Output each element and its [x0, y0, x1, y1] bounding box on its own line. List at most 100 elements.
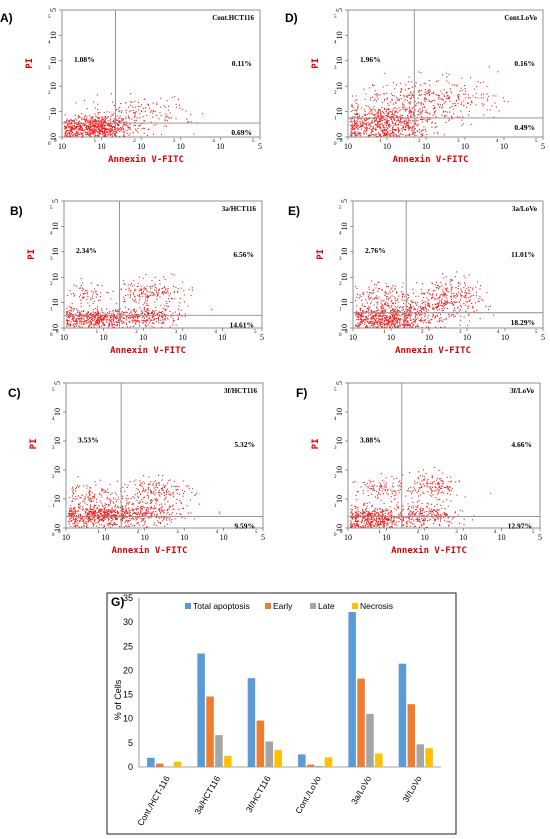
event-dot	[471, 100, 473, 102]
event-dot	[457, 96, 459, 98]
event-dot	[437, 303, 439, 305]
event-dot	[97, 127, 99, 129]
event-dot	[383, 126, 385, 128]
event-dot	[168, 514, 170, 516]
event-dot	[395, 320, 397, 322]
event-dot	[415, 316, 417, 318]
event-dot	[158, 317, 160, 319]
event-dot	[117, 513, 119, 515]
event-dot	[182, 508, 184, 510]
event-dot	[373, 134, 375, 136]
event-dot	[171, 519, 173, 521]
event-dot	[128, 127, 130, 129]
event-dot	[87, 513, 89, 515]
event-dot	[420, 288, 422, 290]
event-dot	[114, 517, 116, 519]
event-dot	[381, 119, 383, 121]
event-dot	[131, 285, 133, 287]
event-dot	[383, 92, 385, 94]
event-dot	[99, 509, 101, 511]
event-dot	[135, 316, 137, 318]
event-dot	[396, 108, 398, 110]
event-dot	[129, 315, 131, 317]
event-dot	[106, 512, 108, 514]
event-dot	[412, 325, 414, 327]
event-dot	[97, 135, 99, 137]
event-dot	[100, 512, 102, 514]
event-dot	[426, 98, 428, 100]
event-dot	[119, 506, 121, 508]
event-dot	[109, 521, 111, 523]
event-dot	[188, 289, 190, 291]
event-dot	[94, 125, 96, 127]
event-dot	[358, 116, 360, 118]
event-dot	[376, 317, 378, 319]
event-dot	[388, 324, 390, 326]
event-dot	[432, 293, 434, 295]
event-dot	[103, 318, 105, 320]
event-dot	[374, 318, 376, 320]
event-dot	[104, 127, 106, 129]
event-dot	[137, 319, 139, 321]
event-dot	[68, 127, 70, 129]
event-dot	[448, 97, 450, 99]
event-dot	[363, 88, 365, 90]
event-dot	[471, 102, 473, 104]
event-dot	[100, 320, 102, 322]
event-dot	[401, 286, 403, 288]
event-dot	[86, 526, 88, 528]
event-dot	[100, 121, 102, 123]
event-dot	[190, 512, 192, 514]
event-dot	[113, 523, 115, 525]
event-dot	[115, 303, 117, 305]
event-dot	[75, 515, 77, 517]
event-dot	[98, 326, 100, 328]
event-dot	[360, 307, 362, 309]
x-tick-label: 10	[137, 142, 145, 151]
event-dot	[182, 108, 184, 110]
event-dot	[135, 289, 137, 291]
event-dot	[123, 283, 125, 285]
event-dot	[82, 135, 84, 137]
event-dot	[371, 301, 373, 303]
event-dot	[403, 129, 405, 131]
event-dot	[134, 296, 136, 298]
event-dot	[104, 316, 106, 318]
event-dot	[350, 131, 352, 133]
event-dot	[103, 524, 105, 526]
event-dot	[144, 507, 146, 509]
event-dot	[66, 119, 68, 121]
event-dot	[365, 120, 367, 122]
event-dot	[91, 513, 93, 515]
event-dot	[401, 130, 403, 132]
event-dot	[86, 318, 88, 320]
event-dot	[128, 134, 130, 136]
event-dot	[408, 126, 410, 128]
event-dot	[396, 327, 398, 329]
event-dot	[93, 323, 95, 325]
event-dot	[94, 129, 96, 131]
event-dot	[92, 522, 94, 524]
event-dot	[448, 302, 450, 304]
event-dot	[78, 296, 80, 298]
event-dot	[108, 322, 110, 324]
event-dot	[98, 321, 100, 323]
event-dot	[486, 292, 488, 294]
event-dot	[383, 135, 385, 137]
event-dot	[427, 119, 429, 121]
event-dot	[135, 323, 137, 325]
event-dot	[73, 514, 75, 516]
event-dot	[358, 313, 360, 315]
event-dot	[145, 513, 147, 515]
event-dot	[377, 322, 379, 324]
event-dot	[393, 309, 395, 311]
event-dot	[409, 102, 411, 104]
event-dot	[81, 509, 83, 511]
event-dot	[92, 512, 94, 514]
event-dot	[93, 120, 95, 122]
event-dot	[131, 298, 133, 300]
event-dot	[130, 515, 132, 517]
event-dot	[373, 114, 375, 116]
event-dot	[114, 514, 116, 516]
